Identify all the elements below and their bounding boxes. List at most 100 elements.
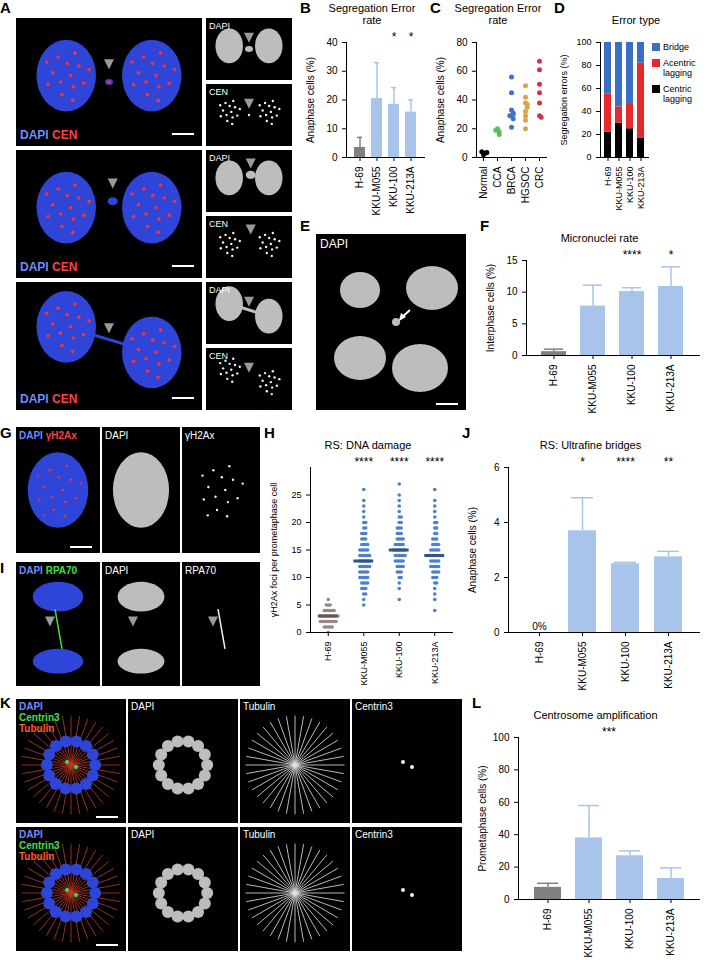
svg-text:*: * xyxy=(392,30,397,44)
svg-text:60: 60 xyxy=(498,797,510,808)
svg-text:CEN: CEN xyxy=(209,351,228,361)
svg-text:15: 15 xyxy=(506,255,518,266)
svg-text:0%: 0% xyxy=(532,621,547,632)
svg-text:0: 0 xyxy=(586,152,591,162)
svg-text:20: 20 xyxy=(456,123,468,134)
svg-text:KKU-M055: KKU-M055 xyxy=(587,364,598,413)
svg-text:Tubulin: Tubulin xyxy=(243,701,275,712)
svg-text:0: 0 xyxy=(296,627,301,637)
svg-text:Centrin3: Centrin3 xyxy=(19,840,60,851)
svg-text:Tubulin: Tubulin xyxy=(243,829,275,840)
svg-text:CEN: CEN xyxy=(209,219,228,229)
svg-text:Anaphase cells (%): Anaphase cells (%) xyxy=(467,507,478,593)
svg-text:30: 30 xyxy=(326,65,338,76)
svg-text:DAPI: DAPI xyxy=(131,829,154,840)
svg-text:DAPI RPA70: DAPI RPA70 xyxy=(19,565,78,576)
svg-text:H-69: H-69 xyxy=(603,167,613,187)
svg-text:HGSOC: HGSOC xyxy=(520,167,531,204)
svg-text:H-69: H-69 xyxy=(548,364,559,386)
svg-text:DAPI: DAPI xyxy=(209,153,230,163)
svg-text:KKU-M055: KKU-M055 xyxy=(614,167,624,211)
svg-text:0: 0 xyxy=(512,350,518,361)
svg-text:40: 40 xyxy=(581,106,591,116)
svg-text:Centrin3: Centrin3 xyxy=(355,829,393,840)
svg-text:100: 100 xyxy=(576,37,591,47)
svg-text:KKU-213A: KKU-213A xyxy=(665,908,676,956)
svg-text:40: 40 xyxy=(326,37,338,48)
svg-text:80: 80 xyxy=(581,60,591,70)
svg-text:**: ** xyxy=(664,455,674,469)
svg-text:KKU-213A: KKU-213A xyxy=(663,641,674,689)
svg-text:KKU-100: KKU-100 xyxy=(624,908,635,949)
svg-text:γH2Ax foci per prometaphase ce: γH2Ax foci per prometaphase cell xyxy=(269,483,279,618)
svg-text:****: **** xyxy=(623,248,642,262)
svg-text:100: 100 xyxy=(493,732,510,743)
svg-text:CEN: CEN xyxy=(209,87,228,97)
svg-text:CCA: CCA xyxy=(492,166,503,187)
svg-text:KKU-213A: KKU-213A xyxy=(636,167,646,210)
svg-text:DAPI: DAPI xyxy=(320,237,348,251)
svg-text:2: 2 xyxy=(494,572,500,583)
svg-text:CRC: CRC xyxy=(534,167,545,189)
svg-text:KKU-M055: KKU-M055 xyxy=(583,908,594,957)
svg-text:DAPI CEN: DAPI CEN xyxy=(20,392,77,406)
svg-text:DAPI: DAPI xyxy=(209,21,230,31)
svg-text:15: 15 xyxy=(291,545,301,555)
svg-text:Centrin3: Centrin3 xyxy=(19,712,60,723)
svg-text:Centrin3: Centrin3 xyxy=(355,701,393,712)
svg-text:****: **** xyxy=(390,455,409,469)
svg-text:KKU-M055: KKU-M055 xyxy=(577,641,588,690)
svg-text:0: 0 xyxy=(494,627,500,638)
svg-text:60: 60 xyxy=(456,65,468,76)
svg-text:10: 10 xyxy=(506,286,518,297)
svg-text:DAPI: DAPI xyxy=(19,829,43,840)
svg-text:20: 20 xyxy=(291,517,301,527)
svg-text:DAPI: DAPI xyxy=(19,701,43,712)
svg-text:γH2Ax: γH2Ax xyxy=(185,430,214,441)
svg-text:5: 5 xyxy=(296,600,301,610)
svg-text:20: 20 xyxy=(581,129,591,139)
svg-text:H-69: H-69 xyxy=(354,166,365,188)
svg-text:KKU-213A: KKU-213A xyxy=(665,364,676,412)
svg-text:40: 40 xyxy=(456,94,468,105)
svg-text:*: * xyxy=(580,455,585,469)
svg-text:80: 80 xyxy=(456,37,468,48)
svg-text:40: 40 xyxy=(498,829,510,840)
svg-text:Tubulin: Tubulin xyxy=(19,723,54,734)
svg-text:Anaphase cells (%): Anaphase cells (%) xyxy=(435,57,446,143)
svg-text:KKU-M055: KKU-M055 xyxy=(371,166,382,215)
svg-text:80: 80 xyxy=(498,764,510,775)
svg-text:60: 60 xyxy=(581,83,591,93)
svg-text:RPA70: RPA70 xyxy=(185,565,216,576)
svg-text:0: 0 xyxy=(462,152,468,163)
svg-text:****: **** xyxy=(354,455,373,469)
svg-text:4: 4 xyxy=(494,517,500,528)
svg-text:5: 5 xyxy=(512,318,518,329)
svg-text:H-69: H-69 xyxy=(542,908,553,930)
svg-text:KKU-M055: KKU-M055 xyxy=(359,642,369,686)
svg-text:KKU-100: KKU-100 xyxy=(626,364,637,405)
svg-text:KKU-100: KKU-100 xyxy=(620,641,631,682)
svg-text:Interphase cells (%): Interphase cells (%) xyxy=(485,264,496,352)
svg-text:20: 20 xyxy=(326,94,338,105)
svg-text:KKU-213A: KKU-213A xyxy=(430,642,440,685)
svg-text:20: 20 xyxy=(498,861,510,872)
svg-text:10: 10 xyxy=(326,123,338,134)
svg-text:Segregation errors (%): Segregation errors (%) xyxy=(559,54,569,145)
svg-text:DAPI γH2Ax: DAPI γH2Ax xyxy=(19,430,77,441)
svg-text:KKU-213A: KKU-213A xyxy=(405,166,416,214)
svg-text:*: * xyxy=(409,30,414,44)
svg-text:KKU-100: KKU-100 xyxy=(394,642,404,679)
svg-text:****: **** xyxy=(425,455,444,469)
svg-text:DAPI CEN: DAPI CEN xyxy=(20,128,77,142)
svg-text:6: 6 xyxy=(494,462,500,473)
svg-text:H-69: H-69 xyxy=(534,641,545,663)
svg-text:0: 0 xyxy=(504,894,510,905)
svg-text:DAPI: DAPI xyxy=(105,430,128,441)
svg-text:*: * xyxy=(669,248,674,262)
svg-text:KKU-100: KKU-100 xyxy=(388,166,399,207)
svg-text:DAPI: DAPI xyxy=(209,285,230,295)
svg-text:10: 10 xyxy=(291,572,301,582)
svg-text:****: **** xyxy=(616,455,635,469)
svg-text:DAPI: DAPI xyxy=(131,701,154,712)
